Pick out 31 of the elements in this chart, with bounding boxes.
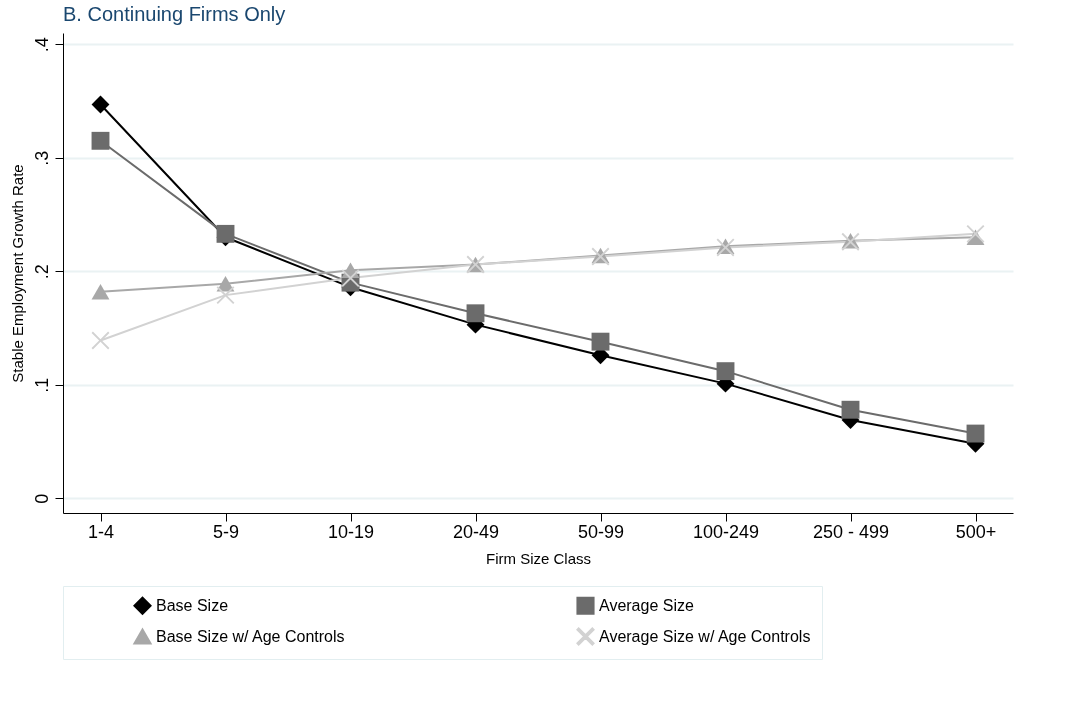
x-tick-label: 20-49: [452, 521, 500, 542]
point: [91, 331, 110, 350]
point: [466, 304, 485, 323]
legend-label: Base Size: [156, 596, 229, 614]
x-tick-label: 500+: [955, 521, 997, 542]
legend-label: Base Size w/ Age Controls: [156, 627, 345, 645]
y-tick-label: .4: [31, 37, 52, 53]
point: [91, 131, 110, 150]
point: [91, 95, 110, 114]
chart-title: B. Continuing Firms Only: [63, 3, 286, 25]
point: [716, 362, 735, 381]
point: [216, 276, 235, 292]
legend-label: Average Size: [599, 596, 694, 614]
point: [216, 224, 235, 243]
legend-label: Average Size w/ Age Controls: [599, 627, 811, 645]
point: [91, 283, 110, 300]
x-tick-label: 5-9: [212, 521, 240, 542]
point: [591, 332, 610, 351]
y-axis-title: Stable Employment Growth Rate: [8, 164, 26, 383]
x-tick-label: 50-99: [577, 521, 625, 542]
y-tick-label: .2: [31, 264, 52, 280]
x-tick-label: 1-4: [87, 521, 115, 542]
point: [841, 400, 860, 419]
x-tick-label: 10-19: [327, 521, 375, 542]
x-axis-title: Firm Size Class: [485, 549, 592, 567]
y-tick-label: .3: [31, 150, 52, 166]
x-tick-label: 250 - 499: [812, 521, 890, 542]
x-tick-label: 100-249: [692, 521, 760, 542]
y-tick-label: .1: [31, 377, 52, 393]
point: [966, 424, 985, 443]
y-tick-label: 0: [31, 493, 52, 504]
